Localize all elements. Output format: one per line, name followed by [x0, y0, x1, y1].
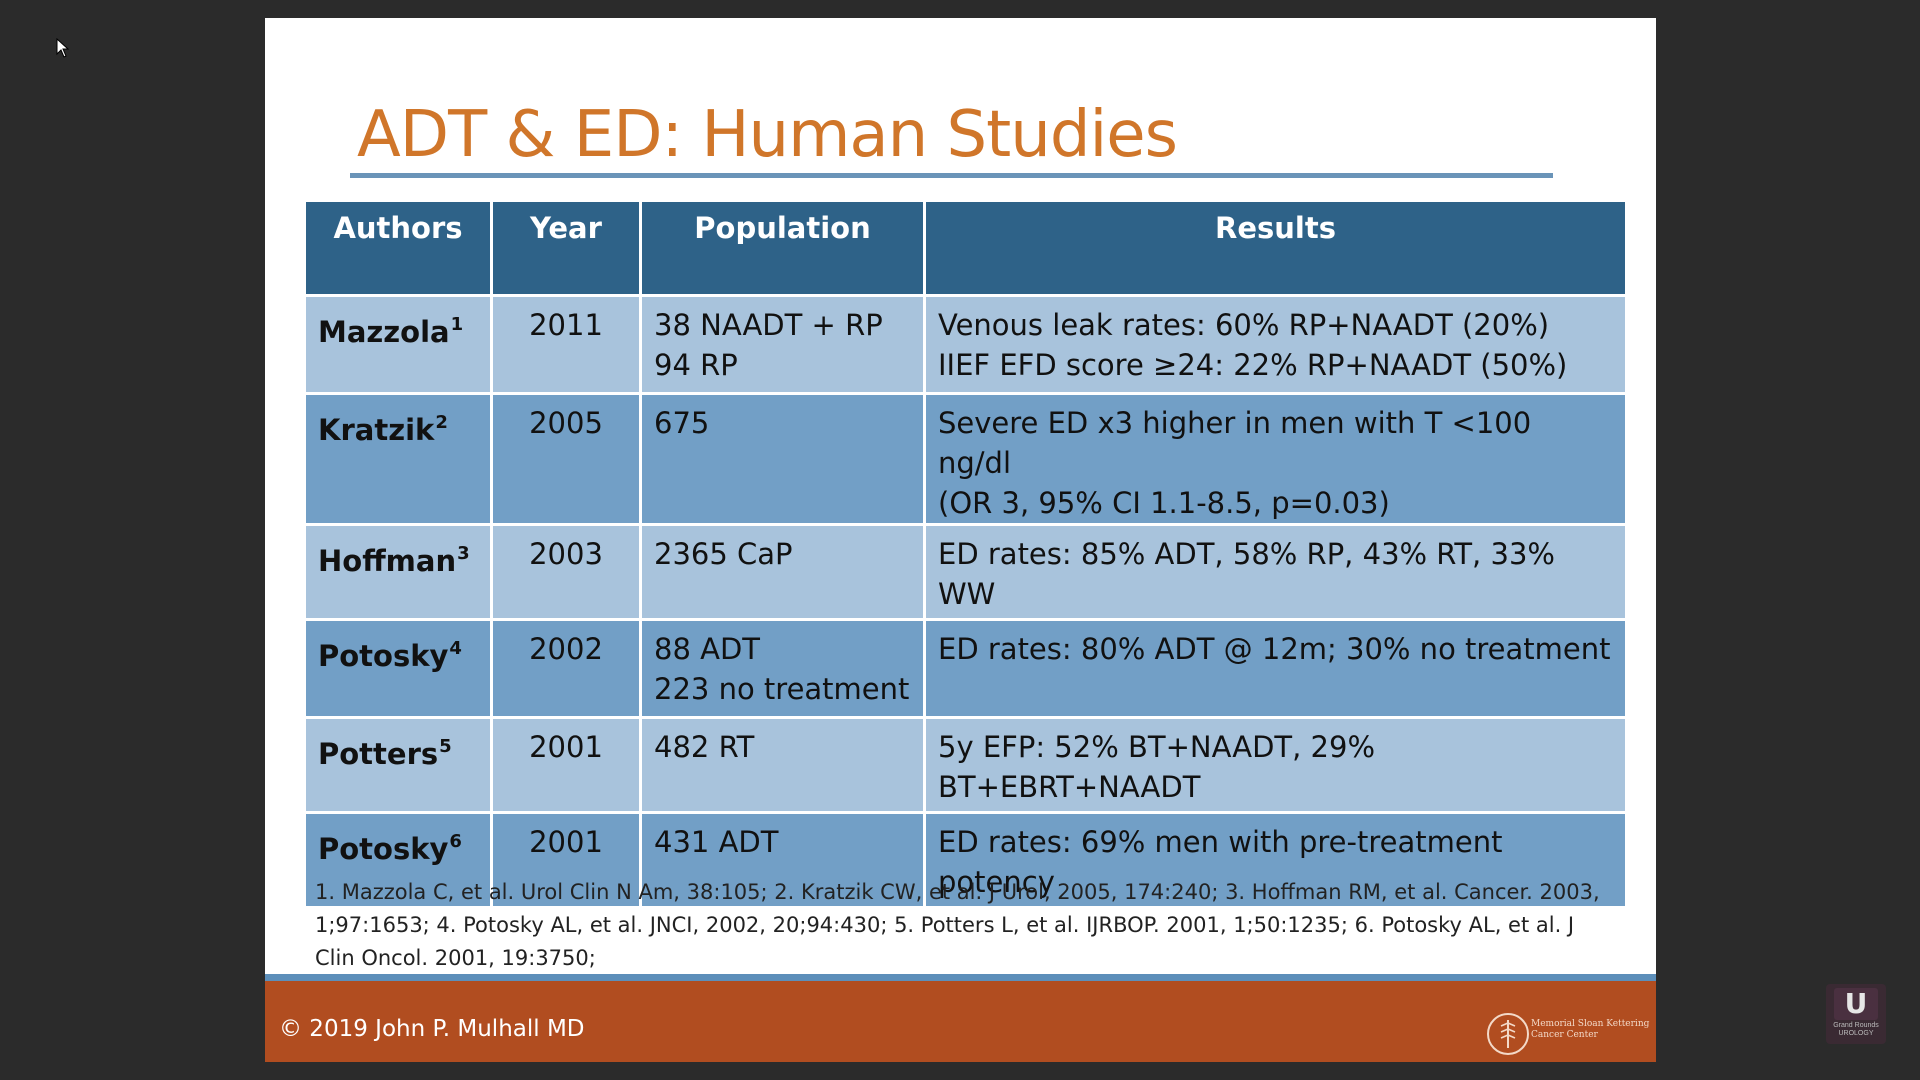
author-cell: Potosky4 — [303, 618, 493, 719]
year-cell: 2003 — [490, 523, 642, 621]
copyright-text: © 2019 John P. Mulhall MD — [279, 1016, 585, 1042]
reference-number: 6 — [449, 831, 462, 852]
results-cell: ED rates: 85% ADT, 58% RP, 43% RT, 33% W… — [923, 523, 1628, 621]
table-row: Potosky4 2002 88 ADT 223 no treatment ED … — [303, 618, 1628, 719]
results-line: ED rates: 85% ADT, 58% RP, 43% RT, 33% W… — [938, 537, 1555, 611]
msk-logo-text: Memorial Sloan Kettering Cancer Center — [1531, 1019, 1650, 1040]
results-line: Venous leak rates: 60% RP+NAADT (20%) — [938, 308, 1550, 342]
references-text: 1. Mazzola C, et al. Urol Clin N Am, 38:… — [315, 880, 1600, 970]
results-line: IIEF EFD score ≥24: 22% RP+NAADT (50%) — [938, 348, 1568, 382]
author-cell: Potosky6 — [303, 811, 493, 909]
author-cell: Kratzik2 — [303, 392, 493, 526]
population-line: 88 ADT — [654, 632, 761, 666]
results-line: ED rates: 69% men with pre-treatment pot… — [938, 825, 1503, 899]
msk-logo-icon — [1487, 1013, 1529, 1055]
author-cell: Hoffman3 — [303, 523, 493, 621]
population-line: 94 RP — [654, 348, 738, 382]
results-line: Severe ED x3 higher in men with T <100 n… — [938, 406, 1532, 480]
population-cell: 88 ADT 223 no treatment — [639, 618, 926, 719]
population-cell: 2365 CaP — [639, 523, 926, 621]
population-line: 675 — [654, 406, 710, 440]
footer-stripe — [265, 974, 1656, 981]
column-header-authors: Authors — [303, 199, 493, 297]
population-line: 2365 CaP — [654, 537, 793, 571]
grand-rounds-urology-logo-icon — [1826, 984, 1886, 1044]
population-cell: 482 RT — [639, 716, 926, 814]
results-cell: Venous leak rates: 60% RP+NAADT (20%) IIE… — [923, 294, 1628, 395]
population-cell: 431 ADT — [639, 811, 926, 909]
author-name: Mazzola — [318, 315, 450, 349]
table-header-row: Authors Year Population Results — [303, 199, 1628, 297]
reference-number: 3 — [457, 543, 470, 564]
population-cell: 675 — [639, 392, 926, 526]
population-line: 431 ADT — [654, 825, 779, 859]
presentation-slide: ADT & ED: Human Studies Authors Year Pop… — [265, 18, 1656, 1062]
table-row: Mazzola1 2011 38 NAADT + RP 94 RP Venous … — [303, 294, 1628, 395]
watermark-text: Grand Rounds UROLOGY — [1833, 1022, 1879, 1037]
column-header-year: Year — [490, 199, 642, 297]
reference-number: 5 — [439, 736, 452, 757]
population-line: 482 RT — [654, 730, 755, 764]
results-cell: 5y EFP: 52% BT+NAADT, 29% BT+EBRT+NAADT — [923, 716, 1628, 814]
population-line: 38 NAADT + RP — [654, 308, 883, 342]
studies-table: Authors Year Population Results Mazzola1… — [303, 199, 1628, 909]
population-cell: 38 NAADT + RP 94 RP — [639, 294, 926, 395]
results-line: ED rates: 80% ADT @ 12m; 30% no treatmen… — [938, 632, 1611, 666]
year-cell: 2001 — [490, 716, 642, 814]
column-header-population: Population — [639, 199, 926, 297]
year-cell: 2001 — [490, 811, 642, 909]
results-line: (OR 3, 95% CI 1.1-8.5, p=0.03) — [938, 486, 1390, 520]
table-row: Hoffman3 2003 2365 CaP ED rates: 85% ADT… — [303, 523, 1628, 621]
year-cell: 2002 — [490, 618, 642, 719]
author-name: Potters — [318, 737, 439, 771]
reference-number: 2 — [435, 412, 448, 433]
author-cell: Potters5 — [303, 716, 493, 814]
reference-number: 1 — [450, 314, 464, 335]
results-cell: ED rates: 80% ADT @ 12m; 30% no treatmen… — [923, 618, 1628, 719]
results-cell: Severe ED x3 higher in men with T <100 n… — [923, 392, 1628, 526]
author-name: Potosky — [318, 832, 449, 866]
column-header-results: Results — [923, 199, 1628, 297]
year-cell: 2011 — [490, 294, 642, 395]
mouse-pointer-icon — [56, 38, 70, 58]
title-underline — [350, 173, 1553, 178]
table-row: Kratzik2 2005 675 Severe ED x3 higher in… — [303, 392, 1628, 526]
results-cell: ED rates: 69% men with pre-treatment pot… — [923, 811, 1628, 909]
author-name: Kratzik — [318, 413, 435, 447]
table-row: Potters5 2001 482 RT 5y EFP: 52% BT+NAAD… — [303, 716, 1628, 814]
footer-bar — [265, 981, 1656, 1062]
author-name: Potosky — [318, 639, 449, 673]
table-row: Potosky6 2001 431 ADT ED rates: 69% men … — [303, 811, 1628, 909]
results-line: 5y EFP: 52% BT+NAADT, 29% BT+EBRT+NAADT — [938, 730, 1376, 804]
author-cell: Mazzola1 — [303, 294, 493, 395]
watermark-letter: U — [1844, 987, 1868, 1020]
author-name: Hoffman — [318, 544, 457, 578]
year-cell: 2005 — [490, 392, 642, 526]
reference-number: 4 — [449, 638, 462, 659]
slide-title: ADT & ED: Human Studies — [357, 98, 1178, 172]
population-line: 223 no treatment — [654, 672, 910, 706]
